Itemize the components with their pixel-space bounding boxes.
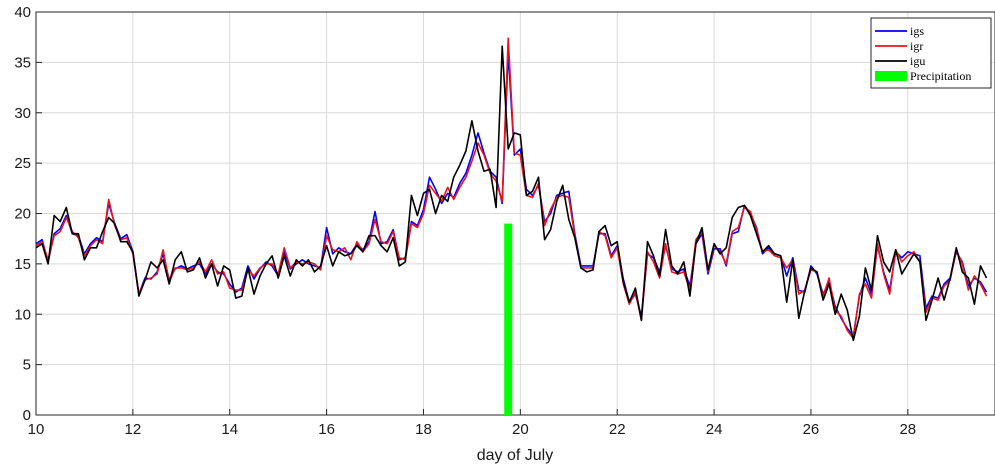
x-tick-label: 28 (899, 421, 916, 438)
axes (35, 11, 995, 416)
x-tick-label: 10 (28, 421, 45, 438)
tick-labels: 10 12 14 16 18 20 22 24 26 28 0 5 10 15 20 25 30 35 40 (14, 4, 916, 438)
y-tick-label: 25 (14, 155, 31, 172)
y-tick-label: 40 (14, 4, 31, 21)
y-tick-label: 5 (23, 357, 31, 374)
x-tick-label: 12 (125, 421, 142, 438)
x-tick-label: 18 (415, 421, 432, 438)
x-tick-label: 20 (512, 421, 529, 438)
y-tick-label: 35 (14, 54, 31, 71)
legend-label: Precipitation (910, 69, 971, 83)
y-tick-label: 10 (14, 306, 31, 323)
y-tick-label: 0 (23, 407, 31, 424)
y-tick-label: 20 (14, 206, 31, 223)
y-tick-label: 15 (14, 256, 31, 273)
x-tick-label: 22 (609, 421, 626, 438)
legend-label: igu (910, 54, 925, 68)
precipitation-bar (504, 223, 513, 415)
x-axis-title: day of July (477, 447, 553, 464)
x-tick-label: 24 (706, 421, 723, 438)
series-lines (35, 37, 988, 342)
y-tick-label: 30 (14, 105, 31, 122)
x-tick-label: 16 (318, 421, 335, 438)
x-tick-label: 14 (221, 421, 238, 438)
x-tick-label: 26 (803, 421, 820, 438)
legend-label: igr (910, 39, 923, 53)
precipitation-bars (504, 223, 513, 415)
series-line-igu (35, 45, 988, 342)
legend-swatch-precipitation (875, 71, 907, 81)
legend-label: igs (910, 24, 924, 38)
